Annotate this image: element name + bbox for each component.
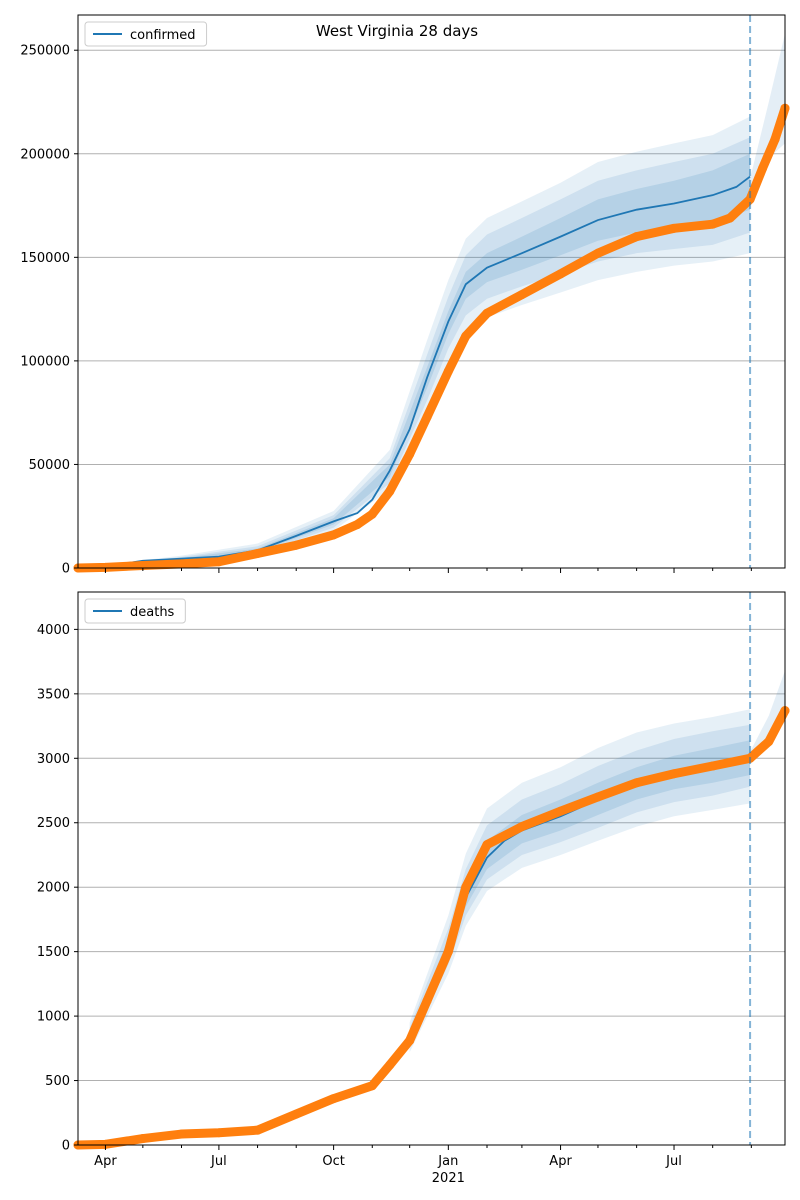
forecast-band [750,33,785,200]
observed-point [632,778,642,788]
x-tick-label: Oct [322,1154,344,1169]
observed-point [556,806,566,816]
observed-point [253,1125,263,1135]
confirmed-x-ticks [104,568,752,573]
observed-point [461,331,471,341]
observed-point [352,520,362,530]
y-tick-label: 200000 [20,147,70,162]
forecast-band [750,670,785,761]
observed-point [443,947,453,957]
y-tick-label: 3500 [37,687,70,702]
observed-point [100,562,110,572]
observed-point [443,366,453,376]
legend-label-confirmed: confirmed [130,28,196,43]
observed-point [482,840,492,850]
deaths-uncertainty-bands [409,670,785,1053]
y-tick-label: 1000 [37,1010,70,1025]
observed-point [385,1060,395,1070]
y-tick-label: 1500 [37,945,70,960]
deaths-axes-frame [77,591,786,1146]
deaths-y-ticks: 0 500 1000 1500 2000 2500 3000 3500 4000 [37,623,78,1154]
band-middle [78,137,751,569]
confirmed-model-line [77,175,751,569]
observed-point [556,269,566,279]
y-tick-label: 0 [62,1139,70,1154]
observed-point [291,1109,301,1119]
legend-box [84,21,208,47]
x-tick-label: Apr [549,1154,572,1169]
observed-point [385,486,395,496]
observed-point [367,509,377,519]
observed-point [708,761,718,771]
deaths-observed-points [73,706,790,1150]
observed-point [405,1036,415,1046]
observed-point [517,822,527,832]
observed-point [253,549,263,559]
observed-point [669,223,679,233]
x-tick-label: Apr [94,1154,117,1169]
confirmed-axes-frame [77,14,786,569]
x-tick-label: Jul [665,1154,682,1169]
observed-series [73,706,790,1150]
deaths-x-ticks: Apr Jul Oct Jan Apr Jul [94,1145,752,1169]
observed-point [176,1129,186,1139]
observed-point [291,540,301,550]
legend-label-deaths: deaths [130,605,175,620]
observed-point [422,412,432,422]
band-middle [409,724,751,1048]
observed-point [632,232,642,242]
y-tick-label: 50000 [29,458,70,473]
observed-point [725,213,735,223]
chart-title: West Virginia 28 days [316,22,478,40]
confirmed-gridlines [78,49,785,569]
observed-point [329,530,339,540]
observed-point [367,1081,377,1091]
y-tick-label: 250000 [20,44,70,59]
model-median-line [77,175,751,569]
deaths-panel: 0 500 1000 1500 2000 2500 3000 3500 4000 Apr Jul O… [37,591,790,1186]
observed-point [214,557,224,567]
observed-point [593,792,603,802]
observed-point [138,1134,148,1144]
y-tick-label: 150000 [20,251,70,266]
observed-point [482,308,492,318]
y-tick-label: 2500 [37,816,70,831]
confirmed-panel: 0 50000 100000 150000 200000 250000 confirmed… [20,14,790,577]
observed-point [422,996,432,1006]
x-tick-label: Jul [210,1154,227,1169]
confirmed-uncertainty-bands [78,33,785,569]
observed-point [517,290,527,300]
observed-point [593,248,603,258]
x-axis-year-label: 2021 [432,1171,465,1186]
observed-point [708,219,718,229]
observed-point [745,194,755,204]
observed-point [214,1128,224,1138]
band-outer [78,116,751,569]
observed-point [758,163,768,173]
band-outer [409,709,751,1053]
legend-box [84,598,186,624]
confirmed-y-ticks: 0 50000 100000 150000 200000 250000 [20,44,78,577]
deaths-gridlines [78,628,785,1146]
y-tick-label: 100000 [20,354,70,369]
confirmed-legend: confirmed [84,21,208,47]
band-inner [78,153,751,568]
observed-point [100,1139,110,1149]
deaths-legend: deaths [84,598,186,624]
confirmed-observed-points [73,103,790,573]
observed-point [770,134,780,144]
observed-point [405,449,415,459]
observed-point [329,1094,339,1104]
observed-point [669,769,679,779]
y-tick-label: 0 [62,562,70,577]
y-tick-label: 3000 [37,752,70,767]
y-tick-label: 2000 [37,881,70,896]
y-tick-label: 4000 [37,623,70,638]
observed-point [461,882,471,892]
y-tick-label: 500 [45,1074,70,1089]
observed-point [764,737,774,747]
x-tick-label: Jan [437,1154,458,1169]
observed-point [176,559,186,569]
